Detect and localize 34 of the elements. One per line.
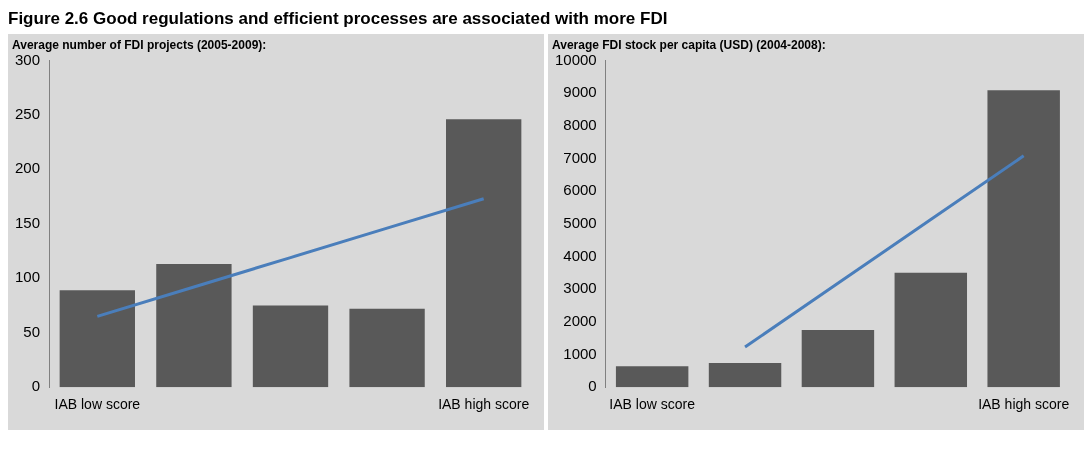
x-tick-label: IAB high score [438, 396, 530, 413]
bar [708, 363, 782, 388]
x-tick-label: IAB low score [54, 396, 141, 413]
y-tick-label: 3000 [563, 279, 597, 297]
y-tick-label: 5000 [563, 213, 597, 231]
bar [987, 90, 1060, 388]
bar [801, 330, 875, 388]
bar [59, 290, 135, 388]
y-tick-label: 200 [15, 159, 41, 177]
bar [615, 366, 689, 388]
bar [446, 119, 522, 388]
x-tick-label: IAB low score [609, 396, 696, 413]
y-tick-label: 9000 [563, 83, 597, 101]
y-tick-label: 1000 [563, 344, 597, 362]
chart-title: Average FDI stock per capita (USD) (2004-2008): [552, 37, 826, 52]
chart-title: Average number of FDI projects (2005-2009): [12, 37, 267, 52]
y-tick-label: 0 [588, 377, 597, 395]
y-tick-label: 2000 [563, 311, 597, 329]
y-tick-label: 4000 [563, 246, 597, 264]
caption: Figure 2.6 Good regulations and efficient processes are associated with more FDI [8, 8, 669, 30]
y-tick-label: 250 [15, 105, 41, 123]
bar [252, 305, 329, 388]
x-tick-label: IAB high score [978, 396, 1070, 413]
bar [156, 264, 232, 388]
y-tick-label: 7000 [563, 148, 597, 166]
y-tick-label: 300 [15, 50, 41, 68]
y-tick-label: 100 [15, 268, 41, 286]
y-tick-label: 50 [23, 322, 41, 340]
y-tick-label: 150 [15, 213, 41, 231]
y-tick-label: 6000 [563, 181, 597, 199]
y-tick-label: 0 [31, 377, 41, 395]
bar [894, 272, 968, 388]
y-tick-label: 8000 [563, 115, 597, 133]
bar [349, 308, 425, 388]
